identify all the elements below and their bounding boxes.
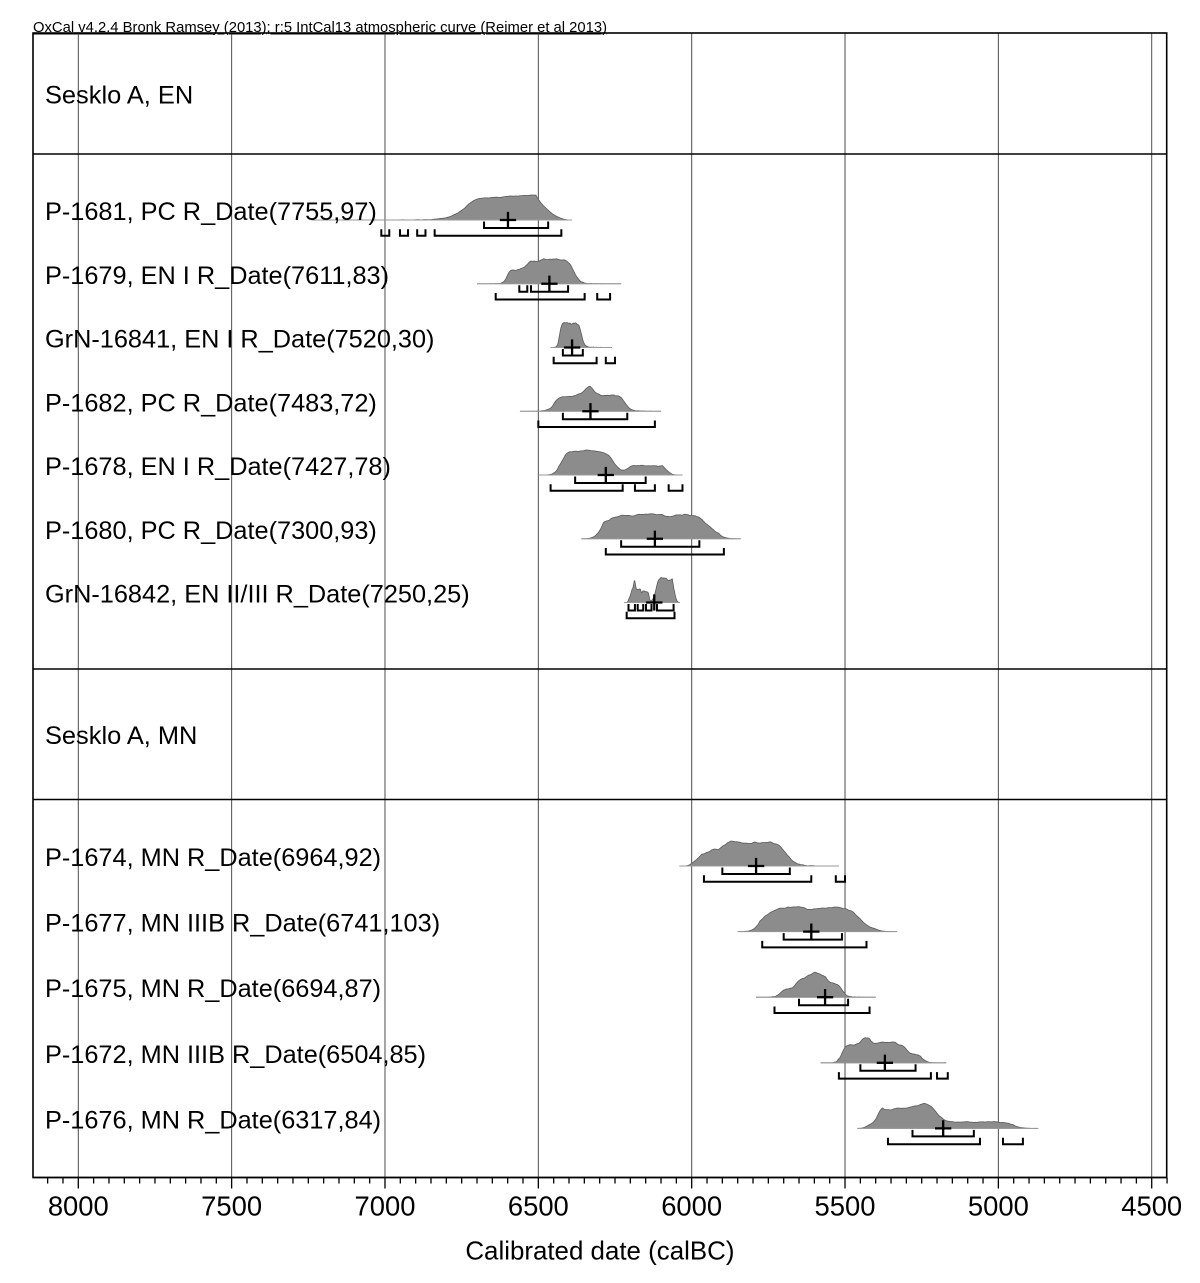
svg-text:Sesklo A, EN: Sesklo A, EN [45, 82, 193, 110]
svg-text:5000: 5000 [968, 1191, 1029, 1222]
svg-text:7000: 7000 [355, 1191, 416, 1222]
svg-text:GrN-16841, EN I R_Date(7520,30: GrN-16841, EN I R_Date(7520,30) [45, 326, 434, 354]
svg-text:P-1672, MN IIIB R_Date(6504,85: P-1672, MN IIIB R_Date(6504,85) [45, 1041, 426, 1069]
svg-text:P-1679, EN I R_Date(7611,83): P-1679, EN I R_Date(7611,83) [45, 262, 389, 290]
svg-text:P-1677, MN IIIB R_Date(6741,10: P-1677, MN IIIB R_Date(6741,103) [45, 910, 440, 938]
svg-text:4500: 4500 [1121, 1191, 1182, 1222]
svg-text:Calibrated date (calBC): Calibrated date (calBC) [465, 1238, 734, 1266]
svg-text:6000: 6000 [661, 1191, 722, 1222]
svg-text:P-1678, EN I R_Date(7427,78): P-1678, EN I R_Date(7427,78) [45, 453, 391, 481]
svg-text:P-1675, MN R_Date(6694,87): P-1675, MN R_Date(6694,87) [45, 975, 381, 1003]
svg-text:P-1676, MN R_Date(6317,84): P-1676, MN R_Date(6317,84) [45, 1106, 381, 1134]
svg-text:7500: 7500 [201, 1191, 262, 1222]
svg-text:GrN-16842, EN II/III R_Date(72: GrN-16842, EN II/III R_Date(7250,25) [45, 581, 470, 609]
svg-text:8000: 8000 [48, 1191, 109, 1222]
svg-text:P-1681, PC R_Date(7755,97): P-1681, PC R_Date(7755,97) [45, 198, 377, 226]
svg-text:6500: 6500 [508, 1191, 569, 1222]
svg-text:P-1680, PC R_Date(7300,93): P-1680, PC R_Date(7300,93) [45, 517, 377, 545]
svg-text:Sesklo A, MN: Sesklo A, MN [45, 722, 197, 750]
svg-text:P-1682, PC R_Date(7483,72): P-1682, PC R_Date(7483,72) [45, 389, 377, 417]
svg-text:P-1674, MN R_Date(6964,92): P-1674, MN R_Date(6964,92) [45, 844, 381, 872]
svg-text:5500: 5500 [815, 1191, 876, 1222]
